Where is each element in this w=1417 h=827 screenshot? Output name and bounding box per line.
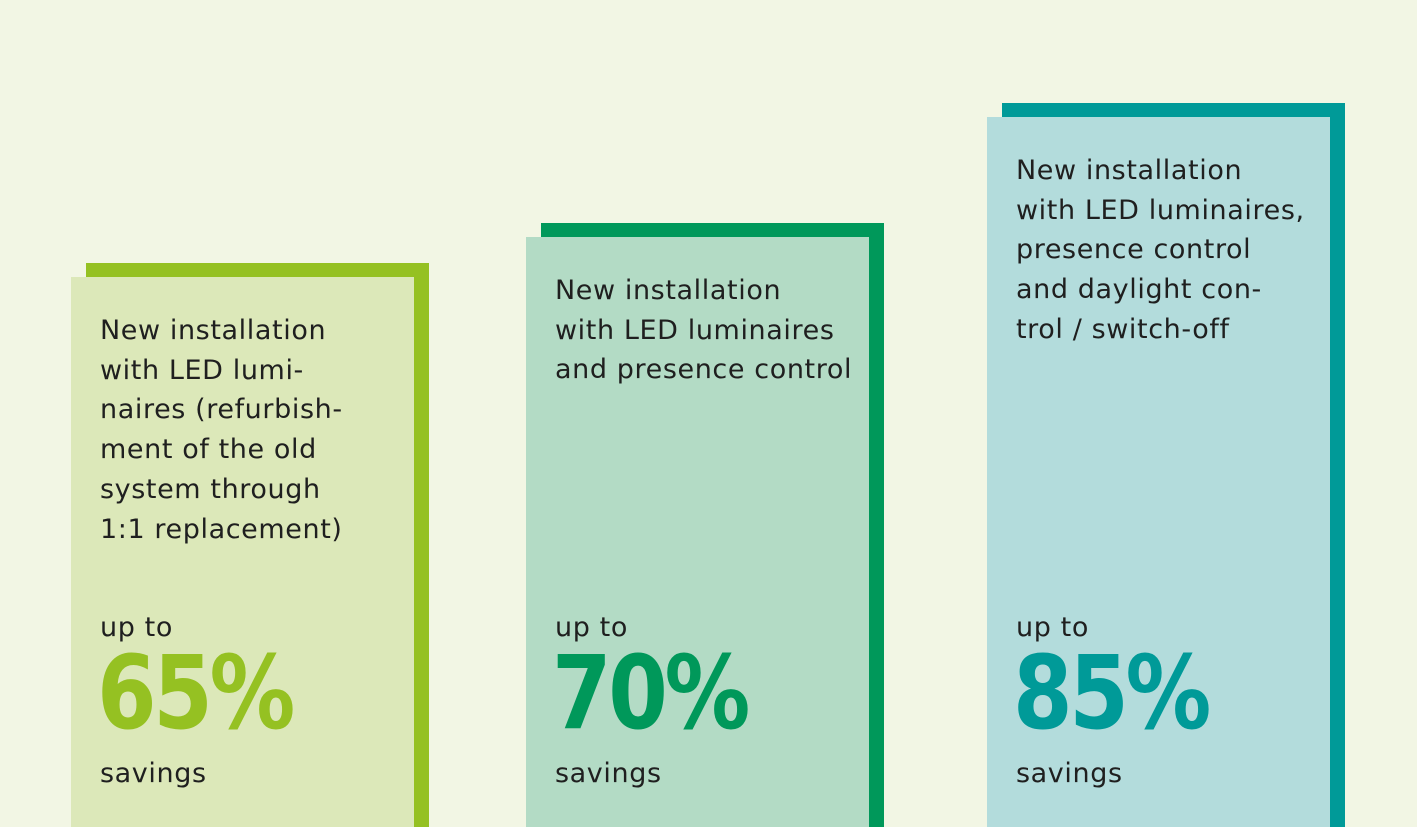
bar-1 (71, 277, 414, 827)
bar-1-suffix: savings (100, 758, 207, 789)
bar-1-prefix: up to (100, 612, 173, 643)
bar-3 (987, 117, 1330, 827)
bar-1-value-label: 65% (97, 634, 295, 753)
bar-2 (526, 237, 869, 827)
bar-2-prefix: up to (555, 612, 628, 643)
bar-1-description: New installation with LED lumi- naires (… (100, 315, 343, 545)
bar-3-prefix: up to (1016, 612, 1089, 643)
bar-3-value-label: 85% (1013, 634, 1211, 753)
bar-3-suffix: savings (1016, 758, 1123, 789)
bar-2-description: New installation with LED luminaires and… (555, 275, 853, 386)
bar-3-description: New installation with LED luminaires, pr… (1016, 155, 1305, 345)
bar-2-suffix: savings (555, 758, 662, 789)
bar-2-value-label: 70% (552, 634, 750, 753)
